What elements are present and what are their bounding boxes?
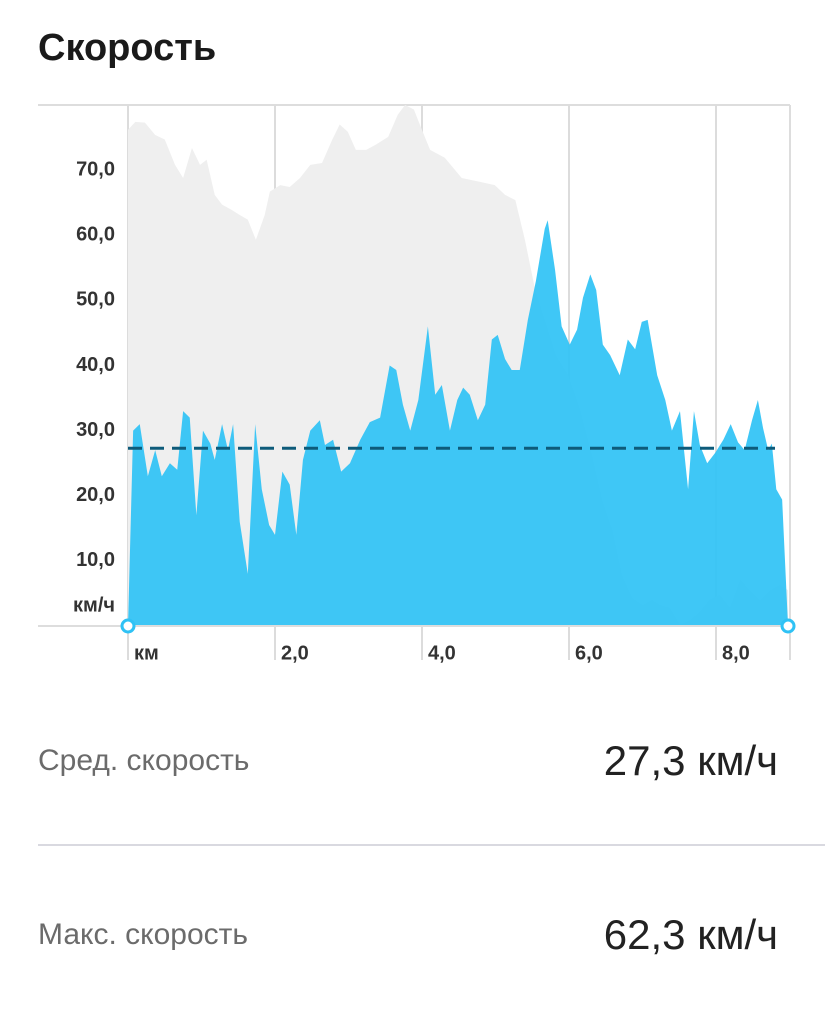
- x-tick-label: 6,0: [575, 642, 603, 664]
- x-tick-label: 2,0: [281, 642, 309, 664]
- plot: км 2,0 4,0 6,0 8,0 км/ч 10,0 20,0 30,0 40,0 50,0 60…: [38, 105, 796, 664]
- stat-value: 62,3 км/ч: [604, 911, 778, 958]
- y-tick-label: 50,0: [76, 289, 115, 311]
- endpoint-marker: [780, 618, 796, 634]
- y-tick-label: 20,0: [76, 484, 115, 506]
- stat-value: 27,3 км/ч: [604, 737, 778, 784]
- y-tick-label: 40,0: [76, 354, 115, 376]
- area: [128, 105, 789, 626]
- x-tick-label: 8,0: [722, 642, 750, 664]
- y-tick-label: 60,0: [76, 224, 115, 246]
- x-tick-label: км: [134, 642, 159, 664]
- endpoint-marker: [120, 618, 136, 634]
- stat-label: Макс. скорость: [38, 918, 248, 951]
- x-tick-label: 4,0: [428, 642, 456, 664]
- chart-title: Скорость: [38, 27, 216, 69]
- y-tick-label: 10,0: [76, 549, 115, 571]
- y-tick-label: км/ч: [73, 594, 115, 616]
- y-tick-label: 70,0: [76, 158, 115, 180]
- area: [128, 220, 789, 627]
- stat-label: Сред. скорость: [38, 744, 249, 777]
- y-tick-label: 30,0: [76, 419, 115, 441]
